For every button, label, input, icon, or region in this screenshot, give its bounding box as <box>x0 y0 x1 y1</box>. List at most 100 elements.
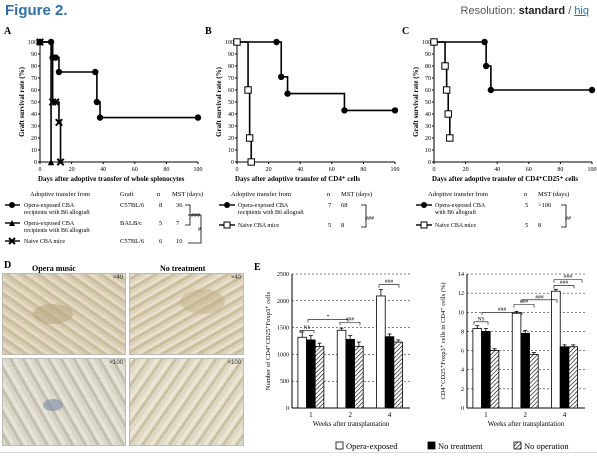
x-tick-label: 20 <box>463 167 469 173</box>
significance-label: ### <box>520 299 529 305</box>
table-header: Adoptive transfer from <box>30 191 90 198</box>
data-point-square <box>446 134 454 142</box>
table-header: MST (days) <box>172 191 203 198</box>
legend-label: Opera-exposed CBA <box>435 203 486 209</box>
x-tick-label: 100 <box>391 167 400 173</box>
table-cell: >100 <box>538 202 551 209</box>
y-tick-label: 0 <box>34 160 37 166</box>
hiq-link[interactable]: hiq <box>574 5 589 17</box>
data-point-cross <box>56 158 65 166</box>
legend-label: No treatment <box>438 441 483 451</box>
data-point-circle <box>284 90 291 97</box>
x-tick-label: 2 <box>523 411 527 419</box>
bar <box>529 354 539 409</box>
y-tick-label: 0 <box>461 406 464 412</box>
x-axis-label: Days after adoptive transfer of CD4⁺CD25… <box>432 175 578 183</box>
resolution-label: Resolution: <box>460 5 516 17</box>
data-point-square <box>442 86 451 94</box>
x-axis-label: Days after adoptive transfer of whole sp… <box>38 175 185 183</box>
data-point-circle <box>421 202 427 208</box>
magnification-label: ×40 <box>230 275 241 281</box>
table-cell: 8 <box>341 222 344 229</box>
table-header: Adoptive transfer from <box>428 191 488 198</box>
data-point-circle <box>9 202 15 208</box>
data-point-circle <box>52 54 59 61</box>
data-point-circle <box>278 73 285 80</box>
x-tick-label: 60 <box>132 167 138 173</box>
data-point-cross <box>36 38 44 46</box>
y-tick-label: 500 <box>280 379 289 385</box>
y-tick-label: 10 <box>228 148 234 154</box>
y-tick-label: 70 <box>425 76 431 82</box>
data-point-circle <box>194 114 202 121</box>
data-point-cross <box>8 237 16 245</box>
y-tick-label: 10 <box>425 148 431 154</box>
significance-bracket <box>473 321 489 325</box>
significance-bracket <box>188 214 202 244</box>
panel-letter: C <box>402 26 409 37</box>
panel-letter: E <box>254 262 261 273</box>
data-point-circle <box>482 62 490 70</box>
panel-d-histology: D Opera music No treatment ×40 ×40 ×100 … <box>0 258 250 450</box>
data-point-circle <box>481 38 488 46</box>
table-cell: 68 <box>341 202 348 209</box>
table-header: Adoptive transfer from <box>231 191 291 198</box>
x-tick-label: 40 <box>297 167 303 173</box>
y-tick-label: 80 <box>31 64 37 70</box>
y-axis-label: CD4⁺CD25⁺Foxp3⁺ cells in CD4⁺ cells (%) <box>440 282 447 399</box>
panel-c-survival-chart: C 0 10 20 30 40 50 60 70 80 90 100 0 20 40 60 80 100 Graft… <box>402 26 597 229</box>
table-header: MST (days) <box>538 191 569 198</box>
panel-letter: A <box>4 26 12 37</box>
data-point-square <box>223 221 231 229</box>
significance-label: # <box>198 227 201 233</box>
magnification-label: ×100 <box>109 360 123 366</box>
resolution-separator: / <box>568 5 572 17</box>
legend-label: Opera-exposed CBA <box>238 203 289 209</box>
panel-letter: B <box>205 26 212 37</box>
x-tick-label: 60 <box>526 167 532 173</box>
y-tick-label: 70 <box>31 76 37 82</box>
bar <box>472 328 482 409</box>
legend-label: Opera-exposed CBA <box>24 203 75 209</box>
table-cell: 7 <box>328 202 332 209</box>
significance-label: ## <box>565 216 571 222</box>
x-tick-label: 40 <box>494 167 500 173</box>
series-line <box>40 41 52 162</box>
data-point-circle <box>341 107 348 114</box>
table-header: MST (days) <box>341 191 372 198</box>
x-tick-label: 80 <box>163 167 169 173</box>
bar <box>511 312 522 409</box>
y-tick-label: 12 <box>458 291 464 297</box>
magnification-label: ×40 <box>112 275 123 281</box>
significance-bracket <box>553 279 583 283</box>
significance-label: NS <box>477 316 484 322</box>
y-tick-label: 90 <box>228 52 234 58</box>
panel-a-survival-chart: A 0 10 20 30 40 50 60 70 80 90 100 0 20 40 60 80 100 Graft… <box>4 26 203 245</box>
table-header: n <box>524 191 528 198</box>
y-tick-label: 0 <box>428 160 431 166</box>
data-point-circle <box>588 86 596 94</box>
x-tick-label: 0 <box>236 167 239 173</box>
y-tick-label: 14 <box>458 272 464 278</box>
significance-label: ### <box>346 317 355 323</box>
significance-bracket <box>361 204 367 228</box>
y-tick-label: 100 <box>28 40 37 46</box>
table-cell: 5 <box>525 202 528 209</box>
significance-bracket <box>339 321 361 326</box>
y-tick-label: 20 <box>228 136 234 142</box>
x-tick-label: 1 <box>309 411 313 419</box>
x-tick-label: 80 <box>360 167 366 173</box>
significance-bracket <box>553 285 575 289</box>
y-tick-label: 20 <box>425 136 431 142</box>
table-cell: 5 <box>159 220 162 227</box>
bar <box>345 338 355 409</box>
series-line <box>237 41 253 162</box>
bar <box>297 336 307 409</box>
data-point-square <box>444 110 452 118</box>
bar <box>306 339 316 409</box>
bar <box>393 341 403 409</box>
data-point-square <box>430 38 438 46</box>
x-tick-label: 80 <box>557 167 563 173</box>
significance-label: NS <box>303 325 310 331</box>
table-cell: C57BL/6 <box>120 202 145 209</box>
